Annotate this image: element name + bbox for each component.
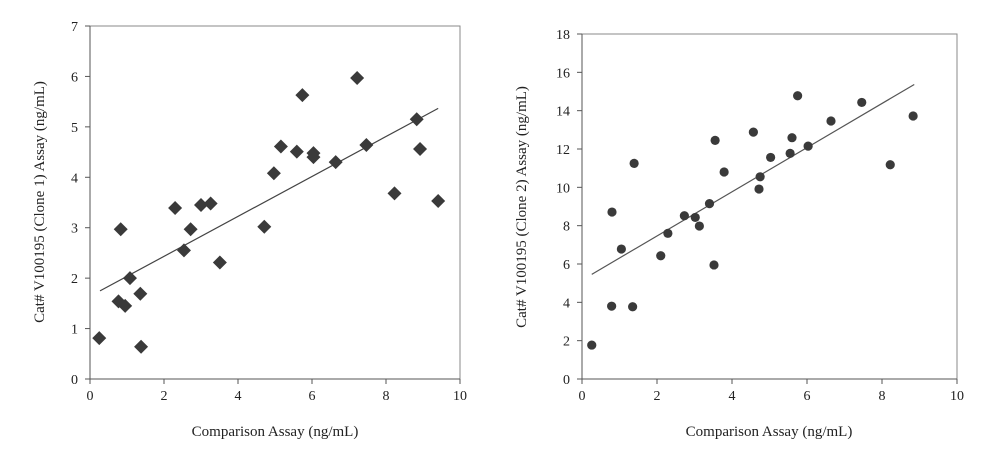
x-axis-label: Comparison Assay (ng/mL)	[192, 424, 359, 440]
data-point	[908, 111, 918, 121]
data-point	[607, 301, 617, 311]
data-point	[289, 144, 304, 159]
data-point	[885, 160, 895, 170]
trendline	[591, 83, 915, 275]
plot-area-border	[581, 33, 958, 380]
data-point	[704, 199, 715, 209]
y-tick-label: 4	[563, 296, 570, 311]
chart-clone-2: Comparison Assay (ng/mL) Cat# V100195 (C…	[514, 28, 964, 440]
x-tick-label: 6	[804, 389, 811, 404]
x-tick-label: 4	[235, 389, 242, 404]
x-tick-label: 8	[383, 389, 390, 404]
data-point	[766, 152, 776, 163]
y-tick-label: 10	[556, 181, 570, 196]
data-point	[710, 135, 720, 145]
data-point	[755, 172, 765, 182]
data-point	[616, 244, 626, 254]
data-point	[133, 286, 148, 301]
data-point	[413, 142, 428, 157]
y-tick-label: 16	[556, 66, 570, 81]
data-point	[857, 97, 867, 108]
data-point	[587, 340, 597, 350]
x-tick-label: 4	[729, 389, 736, 404]
x-tick-label: 10	[950, 389, 964, 404]
y-tick-label: 6	[563, 258, 570, 273]
data-point	[628, 302, 638, 312]
data-point	[183, 222, 198, 237]
y-axis-label: Cat# V100195 (Clone 2) Assay (ng/mL)	[514, 86, 530, 328]
data-point	[194, 198, 208, 213]
data-point	[719, 167, 729, 177]
data-point	[273, 139, 288, 154]
x-tick-label: 10	[453, 389, 467, 404]
chart-clone-1: Comparison Assay (ng/mL) Cat# V100195 (C…	[32, 20, 467, 440]
y-tick-label: 8	[563, 220, 570, 235]
plot-area-border	[89, 25, 461, 380]
data-point	[409, 112, 424, 127]
y-tick-label: 12	[556, 143, 570, 158]
data-point	[168, 201, 183, 216]
data-point	[826, 116, 836, 126]
y-tick-label: 5	[71, 121, 78, 136]
data-point	[113, 222, 128, 237]
trendline	[99, 107, 439, 292]
data-point	[359, 138, 374, 153]
data-point	[803, 141, 813, 151]
y-tick-label: 3	[71, 222, 78, 237]
y-tick-label: 14	[556, 105, 570, 120]
y-tick-label: 2	[71, 272, 78, 287]
data-point	[431, 193, 446, 208]
data-point	[295, 88, 310, 103]
y-tick-label: 0	[563, 373, 570, 388]
y-tick-label: 7	[71, 20, 78, 35]
y-tick-label: 0	[71, 373, 78, 388]
data-point	[328, 155, 343, 170]
data-point	[122, 271, 137, 286]
data-point	[656, 251, 666, 261]
data-point	[748, 127, 758, 137]
data-point	[176, 243, 191, 258]
data-point	[663, 228, 673, 238]
data-point	[387, 186, 402, 201]
x-tick-label: 0	[579, 389, 586, 404]
x-tick-label: 2	[654, 389, 661, 404]
data-point	[690, 212, 700, 223]
data-point	[607, 207, 617, 217]
data-point	[134, 339, 149, 354]
x-tick-label: 0	[87, 389, 94, 404]
x-tick-label: 2	[161, 389, 168, 404]
x-axis-label: Comparison Assay (ng/mL)	[686, 424, 853, 440]
y-tick-label: 1	[71, 323, 78, 338]
data-point	[793, 91, 803, 101]
data-point	[350, 70, 365, 85]
data-point	[266, 166, 281, 181]
data-point	[785, 148, 795, 159]
data-point	[694, 221, 704, 231]
y-tick-label: 4	[71, 171, 78, 186]
data-point	[118, 298, 133, 313]
data-point	[787, 133, 797, 143]
data-point	[629, 158, 639, 168]
y-axis-label: Cat# V100195 (Clone 1) Assay (ng/mL)	[32, 81, 48, 323]
data-point	[306, 150, 321, 165]
y-tick-label: 6	[71, 70, 78, 85]
data-point	[679, 211, 689, 221]
data-point	[754, 184, 764, 194]
data-point	[203, 196, 218, 211]
data-point	[709, 260, 719, 270]
x-tick-label: 8	[879, 389, 886, 404]
y-tick-label: 18	[556, 28, 570, 43]
y-tick-label: 2	[563, 335, 570, 350]
x-tick-label: 6	[309, 389, 316, 404]
data-point	[92, 331, 107, 346]
data-point	[212, 255, 227, 270]
data-point	[257, 219, 272, 234]
